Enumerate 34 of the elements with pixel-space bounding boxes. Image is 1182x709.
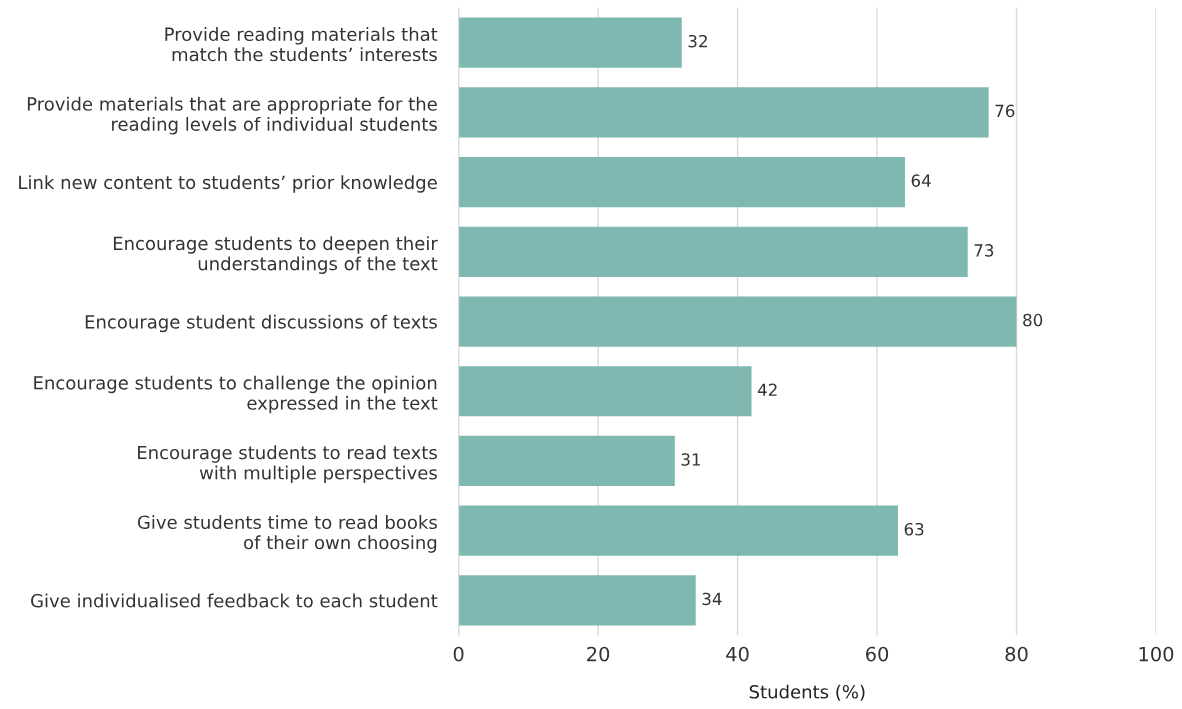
x-axis-title: Students (%) <box>749 684 865 701</box>
x-tick-label: 100 <box>1139 646 1174 662</box>
x-tick-label: 20 <box>587 646 610 662</box>
y-tick-label: Link new content to students’ prior knowledge <box>19 175 437 193</box>
y-tick-label: Give individualised feedback to each student <box>31 593 438 608</box>
data-label: 64 <box>911 174 931 187</box>
x-tick-label: 60 <box>866 646 889 662</box>
y-tick-label: Encourage student discussions of texts <box>85 314 437 333</box>
bar <box>458 505 898 556</box>
bar <box>458 296 1017 347</box>
y-tick-label: Provide reading materials that match the students’ interests <box>165 27 438 62</box>
data-label: 34 <box>702 592 722 606</box>
y-tick-label: Encourage students to read texts with multiple perspectives <box>138 445 437 484</box>
data-label: 42 <box>757 383 777 396</box>
data-label: 32 <box>688 34 707 48</box>
y-tick-label: Give students time to read books of their own choosing <box>137 515 437 553</box>
data-label: 63 <box>904 522 924 536</box>
bar <box>458 366 752 417</box>
bar <box>458 575 696 626</box>
y-tick-label: Provide materials that are appropriate for the reading levels of individual students <box>27 96 437 135</box>
y-tick-label: Encourage students to challenge the opinion expressed in the text <box>34 375 438 414</box>
data-label: 80 <box>1023 313 1043 327</box>
y-tick-label: Encourage students to deepen their understandings of the text <box>113 236 438 274</box>
bar <box>458 87 989 138</box>
x-tick-label: 0 <box>453 646 464 662</box>
bar <box>458 157 905 208</box>
bar <box>458 226 968 277</box>
x-tick-label: 80 <box>1005 646 1028 662</box>
data-label: 76 <box>995 104 1015 118</box>
bar <box>458 17 682 68</box>
data-label: 73 <box>974 244 994 257</box>
bar <box>458 435 675 487</box>
x-tick-label: 40 <box>726 646 749 662</box>
data-label: 31 <box>681 453 701 466</box>
